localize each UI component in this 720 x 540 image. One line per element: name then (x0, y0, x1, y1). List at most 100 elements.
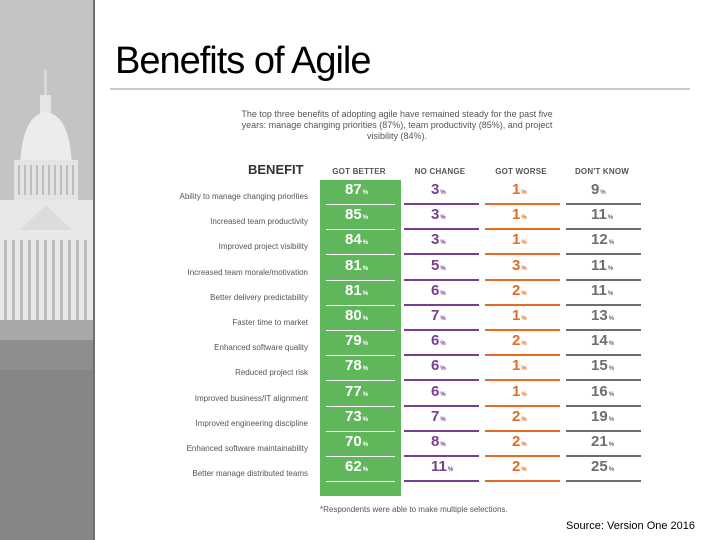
got-worse-value: 1% (485, 206, 560, 231)
percent-sign: % (362, 467, 369, 474)
benefit-label: Increased team morale/motivation (187, 267, 309, 277)
no-change-value: 6% (404, 332, 479, 357)
percent-sign: % (362, 316, 369, 322)
value-number: 78 (345, 357, 362, 375)
got-worse-value: 1% (485, 383, 560, 407)
benefit-label: Faster time to market (232, 318, 308, 327)
percent-sign: % (607, 290, 614, 297)
got-worse-value: 1% (485, 181, 560, 205)
got-better-value: 62% (326, 458, 395, 483)
value-number: 11 (591, 206, 607, 224)
percent-sign: % (521, 341, 527, 348)
benefit-label: Ability to manage changing priorities (179, 192, 308, 201)
benefit-label: Better delivery predictability (210, 292, 308, 302)
percent-sign: % (362, 416, 369, 423)
got-worse-value: 1% (485, 307, 560, 331)
value-number: 1 (512, 181, 521, 198)
value-number: 6 (431, 332, 440, 350)
percent-sign: % (440, 190, 446, 196)
value-number: 6 (431, 382, 440, 400)
percent-sign: % (440, 265, 446, 272)
dont-know-value: 12% (566, 231, 641, 256)
title-underline (110, 88, 690, 90)
no-change-value: 6% (404, 357, 479, 382)
capitol-building-image (0, 0, 93, 540)
percent-sign: % (362, 366, 369, 373)
value-number: 1 (512, 382, 521, 400)
dont-know-value: 15% (566, 357, 641, 382)
percent-sign: % (440, 341, 446, 348)
percent-sign: % (521, 416, 527, 423)
dont-know-header: DON'T KNOW (574, 167, 630, 176)
dont-know-value: 19% (566, 408, 641, 432)
got-better-value: 80% (326, 307, 395, 331)
percent-sign: % (608, 467, 615, 474)
value-number: 3 (431, 181, 440, 198)
benefit-label: Reduced project risk (235, 368, 308, 378)
value-number: 84 (345, 231, 362, 249)
percent-sign: % (440, 366, 446, 373)
value-number: 8 (431, 433, 440, 450)
got-worse-value: 1% (485, 357, 560, 382)
value-number: 1 (512, 206, 521, 224)
value-number: 3 (431, 231, 440, 249)
dont-know-value: 11% (566, 282, 641, 306)
dont-know-value: 11% (566, 206, 641, 231)
percent-sign: % (521, 265, 527, 272)
no-change-value: 11% (404, 458, 479, 483)
got-better-value: 77% (326, 383, 395, 407)
got-worse-value: 1% (485, 231, 560, 256)
percent-sign: % (521, 391, 527, 398)
no-change-value: 8% (404, 433, 479, 457)
value-number: 14 (591, 332, 608, 350)
got-worse-header: GOT WORSE (495, 167, 547, 176)
benefit-label: Better manage distributed teams (192, 469, 308, 479)
got-worse-value: 2% (485, 408, 560, 432)
percent-sign: % (440, 391, 446, 398)
value-number: 2 (512, 281, 521, 299)
percent-sign: % (440, 316, 446, 322)
footnote: *Respondents were able to make multiple … (320, 505, 508, 514)
infographic-intro: The top three benefits of adopting agile… (241, 109, 553, 141)
dont-know-value: 25% (566, 458, 641, 483)
percent-sign: % (607, 215, 614, 222)
percent-sign: % (521, 442, 527, 448)
dont-know-value: 13% (566, 307, 641, 331)
percent-sign: % (521, 290, 527, 297)
source-citation: Source: Version One 2016 (566, 520, 696, 532)
percent-sign: % (440, 215, 446, 222)
value-number: 3 (431, 206, 440, 224)
value-number: 12 (591, 231, 608, 249)
percent-sign: % (608, 316, 615, 322)
percent-sign: % (362, 391, 369, 398)
got-better-value: 85% (326, 206, 395, 231)
got-better-value: 73% (326, 408, 395, 432)
percent-sign: % (362, 265, 369, 272)
got-worse-value: 2% (485, 433, 560, 457)
percent-sign: % (608, 341, 615, 348)
value-number: 80 (345, 307, 362, 324)
value-number: 1 (512, 307, 521, 324)
value-number: 1 (512, 357, 521, 375)
value-number: 81 (345, 281, 362, 299)
value-number: 62 (345, 458, 362, 476)
no-change-value: 3% (404, 206, 479, 231)
benefit-label: Improved business/IT alignment (194, 393, 308, 403)
percent-sign: % (521, 467, 527, 474)
got-better-value: 79% (326, 332, 395, 357)
value-number: 21 (591, 433, 608, 450)
percent-sign: % (521, 240, 527, 247)
percent-sign: % (440, 442, 446, 448)
value-number: 2 (512, 332, 521, 350)
percent-sign: % (362, 341, 369, 348)
no-change-value: 6% (404, 383, 479, 407)
value-number: 9 (591, 181, 600, 198)
got-better-value: 78% (326, 357, 395, 382)
value-number: 2 (512, 458, 521, 476)
got-better-value: 70% (326, 433, 395, 457)
dont-know-value: 16% (566, 383, 641, 407)
value-number: 16 (591, 382, 608, 400)
value-number: 1 (512, 231, 521, 249)
percent-sign: % (440, 290, 446, 297)
percent-sign: % (600, 190, 606, 196)
